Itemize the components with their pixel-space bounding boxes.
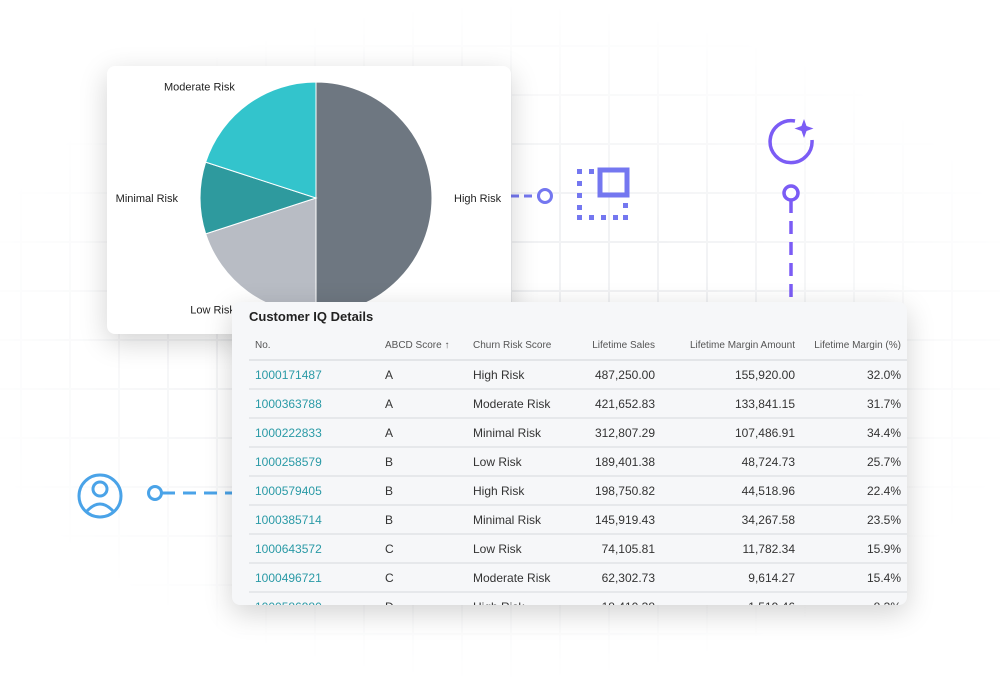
table-title: Customer IQ Details (249, 309, 374, 324)
pie-slice-high-risk[interactable] (315, 81, 433, 315)
pie-label: Minimal Risk (116, 193, 179, 205)
table-cell: C (379, 563, 467, 593)
pie-label: Low Risk (190, 305, 235, 317)
table-cell: D (379, 592, 467, 605)
table-cell: 312,807.29 (571, 418, 661, 448)
table-cell: 421,652.83 (571, 389, 661, 419)
table-cell: 22.4% (801, 476, 907, 506)
table-cell: 198,750.82 (571, 476, 661, 506)
customer-number-link[interactable]: 1000643572 (249, 534, 379, 564)
column-header[interactable]: ABCD Score ↑ (379, 332, 467, 361)
table-row: 1000363788 A Moderate Risk 421,652.83 133,84… (249, 389, 907, 419)
table-cell: High Risk (467, 476, 571, 506)
table-cell: 44,518.96 (661, 476, 801, 506)
table-cell: 15.9% (801, 534, 907, 564)
pie-label: High Risk (454, 193, 502, 205)
table-cell: 9,614.27 (661, 563, 801, 593)
table-row: 1000586980DHigh Risk18,410.38-1,519.46-8… (249, 592, 907, 605)
table-cell: 155,920.00 (661, 360, 801, 390)
table-cell: High Risk (467, 360, 571, 390)
table-cell: 487,250.00 (571, 360, 661, 390)
table-cell: Low Risk (467, 447, 571, 477)
table-row: 1000258579 B Low Risk 189,401.38 48,724.73 25… (249, 447, 907, 477)
table-cell: 107,486.91 (661, 418, 801, 448)
table-row: 1000496721 C Moderate Risk 62,302.73 9,614.2… (249, 563, 907, 593)
table-cell: 133,841.15 (661, 389, 801, 419)
selection-icon (577, 167, 630, 220)
pie-slice-moderate-risk[interactable] (205, 81, 317, 199)
connector-node (782, 184, 800, 202)
table-cell: Low Risk (467, 534, 571, 564)
customer-number-link[interactable]: 1000579405 (249, 476, 379, 506)
table-row: 1000385714 B Minimal Risk 145,919.43 34,267.… (249, 505, 907, 535)
table-cell: B (379, 505, 467, 535)
table-row: 1000171487 A High Risk 487,250.00 155,920.00… (249, 360, 907, 390)
table-cell: Minimal Risk (467, 505, 571, 535)
table-cell: 18,410.38 (571, 592, 661, 605)
table-cell: 11,782.34 (661, 534, 801, 564)
table-cell: A (379, 360, 467, 390)
table-cell: A (379, 418, 467, 448)
pie-label: Moderate Risk (164, 81, 235, 93)
table-cell: 48,724.73 (661, 447, 801, 477)
customer-number-link[interactable]: 1000222833 (249, 418, 379, 448)
connector-node (537, 188, 553, 204)
table-cell: 32.0% (801, 360, 907, 390)
table-cell: 34.4% (801, 418, 907, 448)
customer-iq-table-card: Customer IQ Details No. ABCD Score ↑ Churn… (232, 302, 907, 605)
column-header: Churn Risk Score (467, 332, 571, 361)
table-cell: B (379, 447, 467, 477)
table-cell: -1,519.46 (661, 592, 801, 605)
pie-chart-card: High Risk Low Risk Minimal Risk Moderate Ri… (107, 66, 511, 334)
customer-number-link[interactable]: 1000171487 (249, 360, 379, 390)
customer-number-link[interactable]: 1000586980 (249, 592, 379, 605)
table-row: 1000579405 B High Risk 198,750.82 44,518.96 2… (249, 476, 907, 506)
table-cell: 23.5% (801, 505, 907, 535)
pie-chart: High Risk Low Risk Minimal Risk Moderate Ri… (116, 81, 502, 317)
customer-number-link[interactable]: 1000258579 (249, 447, 379, 477)
table-cell: High Risk (467, 592, 571, 605)
table-cell: 15.4% (801, 563, 907, 593)
table-row: 1000222833 A Minimal Risk 312,807.29 107,486… (249, 418, 907, 448)
table-cell: 145,919.43 (571, 505, 661, 535)
column-header: Lifetime Sales (571, 332, 661, 361)
customer-number-link[interactable]: 1000496721 (249, 563, 379, 593)
table-cell: Minimal Risk (467, 418, 571, 448)
table-cell: 31.7% (801, 389, 907, 419)
table-cell: Moderate Risk (467, 563, 571, 593)
column-header: No. (249, 332, 379, 361)
table-row: 1000643572 C Low Risk 74,105.81 11,782.34 15.… (249, 534, 907, 564)
connector-node (147, 485, 163, 501)
pie-slice-minimal-risk[interactable] (199, 161, 318, 235)
table-cell: Moderate Risk (467, 389, 571, 419)
table-cell: 74,105.81 (571, 534, 661, 564)
table-cell: 189,401.38 (571, 447, 661, 477)
customer-table: No. ABCD Score ↑ Churn Risk Score Lifetime … (249, 332, 907, 605)
column-header: Lifetime Margin (%) (801, 332, 907, 361)
table-cell: C (379, 534, 467, 564)
table-cell: A (379, 389, 467, 419)
user-icon (77, 473, 123, 519)
customer-number-link[interactable]: 1000363788 (249, 389, 379, 419)
customer-number-link[interactable]: 1000385714 (249, 505, 379, 535)
table-cell: 62,302.73 (571, 563, 661, 593)
sparkle-refresh-icon (768, 118, 814, 165)
table-cell: 34,267.58 (661, 505, 801, 535)
table-cell: -8.3% (801, 592, 907, 605)
column-header: Lifetime Margin Amount (661, 332, 801, 361)
table-cell: 25.7% (801, 447, 907, 477)
table-cell: B (379, 476, 467, 506)
